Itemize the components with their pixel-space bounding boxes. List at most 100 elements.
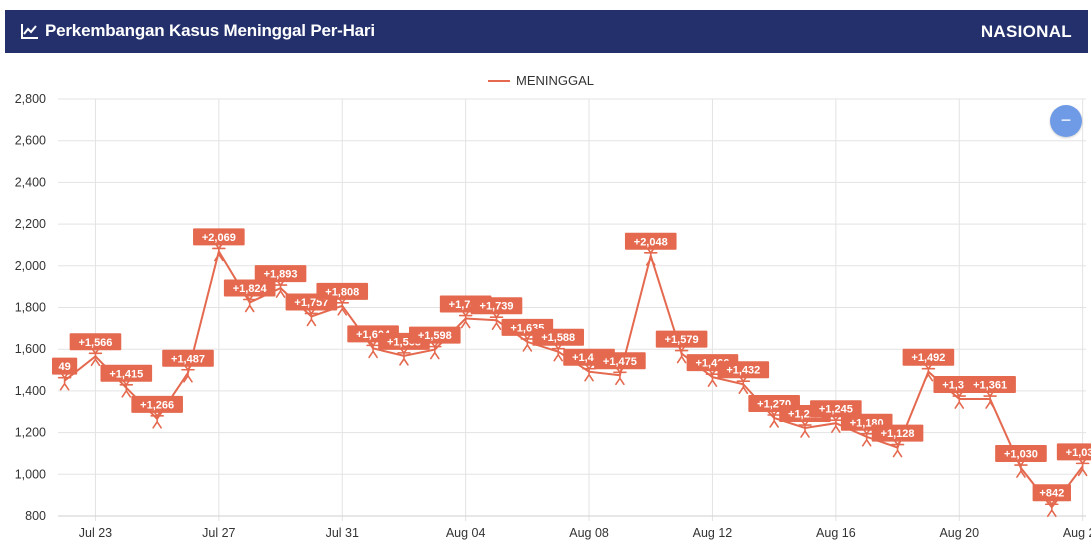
svg-text:+1,361: +1,361 (973, 380, 1007, 392)
svg-text:+1,432: +1,432 (726, 365, 760, 377)
zoom-reset-button[interactable]: − (1050, 105, 1082, 137)
svg-text:+1,588: +1,588 (541, 332, 575, 344)
data-label: +1,361 (964, 376, 1016, 394)
data-point (921, 363, 936, 382)
chart-header: Perkembangan Kasus Meninggal Per-Hari NA… (5, 10, 1088, 53)
line-chart-icon (21, 24, 38, 39)
header-title-text: Perkembangan Kasus Meninggal Per-Hari (45, 21, 375, 40)
x-tick-label: Aug 16 (816, 526, 856, 540)
data-point (335, 298, 350, 316)
chart-grid (58, 98, 1086, 521)
data-labels: 49 +1,566 +1,415 +1,266 +1,487 +2,069 +1,824 +1… (52, 228, 1091, 502)
data-point (520, 334, 535, 352)
y-tick-label: 2,000 (15, 259, 46, 273)
series-markers (57, 243, 1090, 518)
svg-text:+1,128: +1,128 (881, 428, 915, 440)
data-point (212, 243, 226, 262)
data-point (273, 280, 288, 298)
header-scope-label: NASIONAL (980, 22, 1072, 41)
data-point (150, 411, 164, 429)
svg-text:+1,038: +1,038 (1066, 447, 1091, 459)
series-line (63, 248, 1084, 509)
x-tick-label: Jul 31 (326, 526, 359, 540)
data-label: +1,266 (131, 395, 183, 413)
data-label: +842 (1032, 484, 1071, 502)
data-label: +1,128 (871, 424, 924, 442)
x-tick-label: Aug 20 (939, 526, 979, 540)
y-tick-label: 2,600 (15, 134, 46, 148)
data-label: +1,038 (1056, 443, 1091, 461)
data-point (829, 415, 843, 434)
y-tick-label: 800 (25, 509, 46, 523)
y-tick-label: 2,800 (15, 92, 46, 106)
header-title: Perkembangan Kasus Meninggal Per-Hari (21, 21, 375, 41)
svg-text:+1,245: +1,245 (819, 404, 853, 416)
x-tick-label: Aug 08 (569, 526, 609, 540)
svg-text:+1,824: +1,824 (233, 283, 268, 295)
x-tick-label: Aug 24 (1063, 526, 1091, 540)
data-point (1014, 460, 1028, 478)
svg-text:+1,598: +1,598 (418, 330, 452, 342)
data-label: +1,824 (223, 279, 276, 297)
data-label: +1,598 (409, 326, 461, 344)
data-point (582, 363, 596, 382)
data-point (736, 376, 751, 395)
data-point (890, 439, 905, 458)
svg-text:+2,048: +2,048 (634, 236, 668, 248)
data-label: +2,069 (193, 228, 245, 246)
data-label: +1,579 (655, 330, 708, 348)
data-label: 49 (52, 357, 78, 375)
data-label: +1,030 (995, 445, 1047, 463)
svg-text:+1,739: +1,739 (480, 301, 514, 313)
data-label: +1,739 (470, 297, 523, 315)
svg-text:+1,266: +1,266 (140, 399, 174, 411)
data-point (798, 420, 812, 438)
data-point (458, 310, 473, 329)
data-point (427, 341, 442, 360)
y-axis: 800 1,000 1,200 1,400 1,600 1,800 2,000 2,200 2,… (15, 92, 46, 523)
data-point (859, 428, 874, 447)
data-point (57, 372, 72, 391)
y-tick-label: 1,000 (15, 467, 46, 481)
svg-text:+842: +842 (1039, 488, 1064, 500)
data-label: +2,048 (624, 232, 677, 250)
data-point (674, 345, 689, 364)
data-label: +1,475 (594, 352, 646, 370)
data-label: +1,432 (717, 361, 770, 379)
data-point (119, 379, 134, 398)
x-tick-label: Jul 23 (79, 526, 112, 540)
data-label: +1,808 (316, 282, 369, 300)
data-point (1075, 458, 1090, 477)
y-tick-label: 1,800 (15, 301, 46, 315)
data-point (489, 312, 504, 331)
data-point (366, 340, 380, 359)
y-tick-label: 1,200 (15, 426, 46, 440)
y-tick-label: 1,600 (15, 342, 46, 356)
data-label: +1,245 (810, 400, 862, 418)
data-point (242, 294, 257, 313)
data-point (613, 367, 627, 386)
data-point (397, 348, 411, 366)
svg-text:+1,492: +1,492 (911, 352, 945, 364)
data-point (181, 364, 195, 383)
y-tick-label: 1,400 (15, 384, 46, 398)
svg-text:+1,566: +1,566 (78, 337, 112, 349)
data-label: +1,588 (532, 328, 584, 346)
data-label: +1,566 (69, 333, 122, 351)
data-label: +1,415 (100, 364, 153, 382)
data-label: +1,487 (162, 349, 214, 367)
y-tick-label: 2,400 (15, 175, 46, 189)
data-point (705, 369, 720, 387)
chart-legend[interactable]: MENINGGAL (488, 73, 594, 88)
data-point (767, 410, 781, 428)
data-label: +1,492 (902, 348, 955, 366)
deaths-line-chart: 800 1,000 1,200 1,400 1,600 1,800 2,000 2,200 2,… (15, 92, 1091, 540)
svg-text:+1,757: +1,757 (294, 297, 328, 309)
svg-text:+1,487: +1,487 (171, 353, 205, 365)
svg-text:49: 49 (58, 361, 70, 373)
data-point (983, 391, 997, 409)
data-point (304, 308, 319, 327)
svg-text:+1,808: +1,808 (325, 286, 359, 298)
minus-icon: − (1060, 110, 1072, 130)
data-point (1045, 499, 1059, 518)
